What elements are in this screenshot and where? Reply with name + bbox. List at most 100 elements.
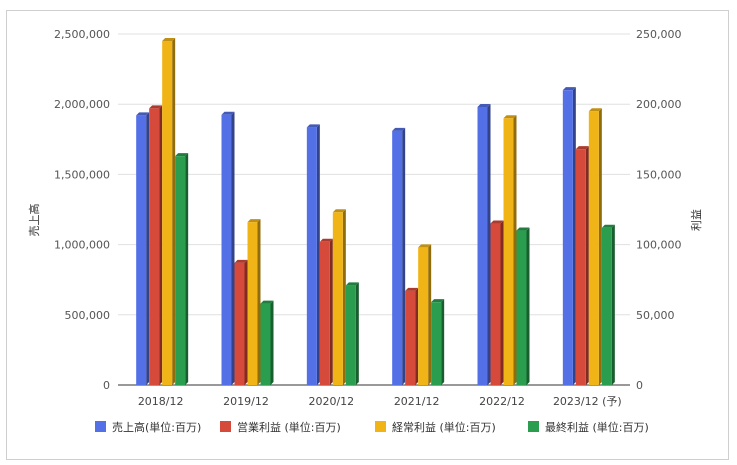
left-tick-label: 0: [103, 379, 110, 392]
bar-top: [260, 300, 274, 304]
right-tick-label: 50,000: [636, 309, 675, 322]
left-tick-label: 1,000,000: [54, 239, 110, 252]
bar-top: [319, 238, 333, 242]
category-label: 2018/12: [138, 395, 184, 408]
left-axis-title: 売上高: [27, 204, 41, 237]
bar-front: [418, 247, 429, 385]
bar-side: [598, 108, 602, 385]
bar: [588, 108, 602, 385]
bar-side: [585, 146, 589, 385]
bar-top: [588, 108, 602, 112]
bar: [392, 127, 406, 385]
bar-top: [247, 219, 261, 223]
bar-front: [306, 127, 317, 385]
bar-side: [270, 300, 274, 385]
legend-swatch: [528, 421, 539, 432]
legend-label: 経常利益 (単位:百万): [392, 420, 496, 434]
bar-front: [490, 223, 501, 385]
bar-side: [415, 287, 419, 385]
bar-front: [247, 222, 258, 385]
bar: [332, 209, 346, 385]
bar-side: [185, 153, 189, 385]
bar: [221, 111, 235, 385]
bar-front: [503, 118, 514, 386]
bar: [175, 153, 189, 385]
bar-front: [149, 108, 160, 386]
bar: [516, 227, 530, 385]
bar-front: [175, 156, 186, 385]
bar-front: [588, 111, 599, 385]
bar-front: [260, 303, 271, 385]
bar-side: [513, 115, 517, 386]
bar-front: [516, 230, 527, 385]
legend-item: 営業利益 (単位:百万): [220, 420, 341, 434]
legend-item: 最終利益 (単位:百万): [528, 420, 649, 434]
category-label: 2023/12 (予): [553, 395, 622, 408]
bar: [247, 219, 261, 385]
bar-front: [162, 41, 173, 386]
legend-label: 営業利益 (単位:百万): [237, 420, 341, 434]
legend-item: 売上高(単位:百万): [95, 420, 201, 434]
bar-top: [562, 87, 576, 91]
bar-top: [332, 209, 346, 213]
legend-label: 売上高(単位:百万): [112, 420, 201, 434]
legend-label: 最終利益 (単位:百万): [545, 420, 649, 434]
bar-top: [503, 115, 517, 119]
right-axis-ticks: 0 50,000 100,000 150,000 200,000 250,000: [636, 28, 682, 392]
bar-top: [490, 220, 504, 224]
bar-side: [231, 111, 235, 385]
bar: [136, 112, 150, 385]
bar-front: [575, 149, 586, 385]
bar-front: [477, 107, 488, 386]
category-labels: 2018/12 2019/12 2020/12 2021/12 2022/12 2023/…: [138, 395, 622, 408]
bar-side: [146, 112, 150, 385]
bar-top: [477, 104, 491, 108]
bar-side: [487, 104, 491, 386]
gridlines: [118, 33, 630, 386]
bar-side: [329, 238, 333, 385]
bar-front: [136, 115, 147, 385]
bar-side: [428, 244, 432, 385]
bar: [162, 38, 176, 386]
bar-top: [405, 287, 419, 291]
bar-top: [306, 124, 320, 128]
bar-front: [431, 302, 442, 385]
category-label: 2019/12: [223, 395, 269, 408]
right-tick-label: 250,000: [636, 28, 682, 41]
bar-top: [516, 227, 530, 231]
right-tick-label: 0: [636, 379, 643, 392]
left-tick-label: 2,500,000: [54, 28, 110, 41]
legend-item: 経常利益 (単位:百万): [375, 420, 496, 434]
category-label: 2020/12: [308, 395, 354, 408]
bars: [136, 38, 615, 386]
bar-side: [257, 219, 261, 385]
right-tick-label: 100,000: [636, 239, 682, 252]
legend-swatch: [220, 421, 231, 432]
bar-front: [405, 290, 416, 385]
right-tick-label: 150,000: [636, 168, 682, 181]
bar: [431, 299, 445, 385]
category-label: 2022/12: [479, 395, 525, 408]
bar-front: [601, 227, 612, 385]
bar: [418, 244, 432, 385]
bar: [562, 87, 576, 385]
category-label: 2021/12: [394, 395, 440, 408]
bar-top: [136, 112, 150, 116]
bar-top: [175, 153, 189, 157]
bar-top: [149, 105, 163, 109]
bar: [405, 287, 419, 385]
bar: [345, 282, 359, 385]
bar-side: [316, 124, 320, 385]
bar: [601, 224, 615, 385]
bar-top: [162, 38, 176, 42]
bar-side: [572, 87, 576, 385]
legend-swatch: [95, 421, 106, 432]
bar: [260, 300, 274, 385]
bar: [490, 220, 504, 385]
bar-top: [221, 111, 235, 115]
right-axis-title: 利益: [689, 209, 703, 231]
left-tick-label: 1,500,000: [54, 168, 110, 181]
right-tick-label: 200,000: [636, 98, 682, 111]
left-tick-label: 2,000,000: [54, 98, 110, 111]
bar: [149, 105, 163, 386]
